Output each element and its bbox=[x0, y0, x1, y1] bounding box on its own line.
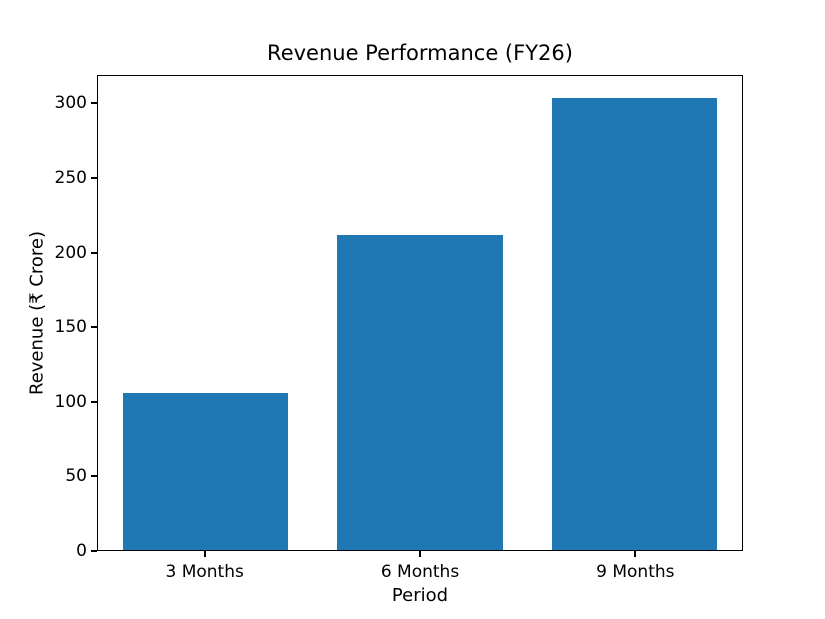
x-tick-label: 3 Months bbox=[165, 562, 244, 582]
y-tick-label: 300 bbox=[54, 93, 87, 114]
y-tick-mark bbox=[91, 251, 97, 254]
bar-3-months bbox=[122, 392, 288, 550]
y-tick-label: 50 bbox=[65, 466, 87, 487]
x-tick-label: 6 Months bbox=[380, 562, 460, 582]
x-tick-mark bbox=[634, 551, 637, 557]
x-axis-label: Period bbox=[391, 585, 449, 606]
x-tick-mark bbox=[419, 551, 421, 557]
x-tick-mark bbox=[203, 551, 206, 557]
y-tick-label: 250 bbox=[54, 167, 87, 188]
y-tick-mark bbox=[91, 475, 97, 478]
y-tick-label: 150 bbox=[54, 317, 87, 338]
bar-9-months bbox=[552, 98, 718, 550]
y-tick-label: 0 bbox=[76, 541, 87, 561]
bars-container bbox=[98, 76, 742, 550]
y-tick-label: 100 bbox=[54, 391, 87, 412]
x-tick-label: 9 Months bbox=[596, 562, 675, 582]
y-tick-mark bbox=[91, 550, 97, 552]
bar-6-months bbox=[337, 235, 503, 550]
bar-slot bbox=[98, 76, 313, 550]
y-tick-mark bbox=[91, 326, 97, 329]
y-tick-label: 200 bbox=[54, 242, 87, 263]
chart-title: Revenue Performance (FY26) bbox=[267, 41, 573, 65]
y-tick-mark bbox=[91, 400, 97, 403]
y-tick-mark bbox=[91, 102, 97, 105]
bar-slot bbox=[313, 76, 528, 550]
plot-area bbox=[97, 75, 743, 551]
bar-slot bbox=[527, 76, 742, 550]
y-tick-mark bbox=[91, 176, 97, 179]
